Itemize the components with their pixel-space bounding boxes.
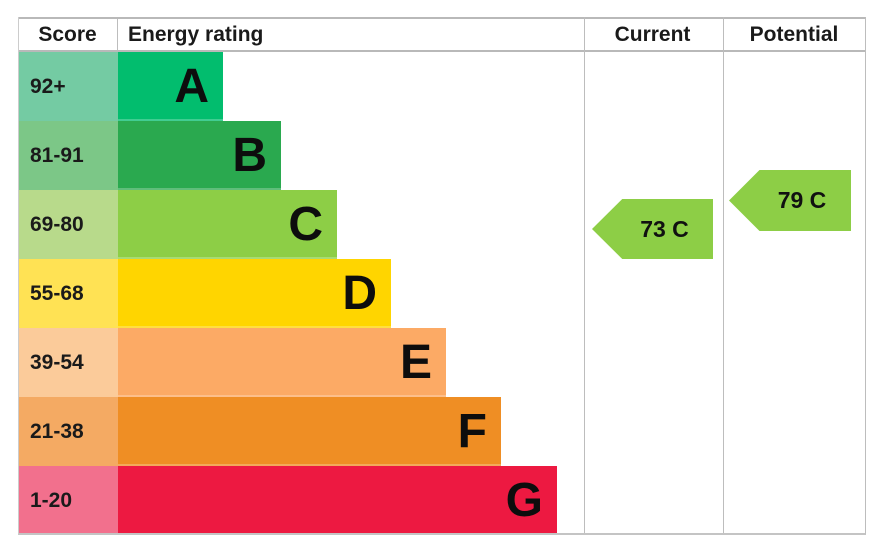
- rating-bar: G: [118, 466, 557, 535]
- band-row-b: 81-91 B: [18, 121, 866, 190]
- rating-bar: F: [118, 397, 501, 466]
- rating-letter: B: [232, 128, 267, 182]
- potential-rating-arrow: 79 C: [729, 170, 851, 231]
- score-cell: 69-80: [18, 190, 118, 259]
- band-row-c: 69-80 C: [18, 190, 866, 259]
- rating-bar: C: [118, 190, 337, 259]
- rating-letter: A: [174, 59, 209, 113]
- rating-letter: C: [288, 197, 323, 251]
- score-cell: 39-54: [18, 328, 118, 397]
- current-rating-arrow: 73 C: [592, 199, 713, 259]
- current-rating-label: 73 C: [640, 215, 689, 242]
- score-cell: 92+: [18, 52, 118, 121]
- potential-rating-label: 79 C: [777, 187, 827, 213]
- potential-column-header: Potential: [749, 22, 839, 46]
- rating-letter: E: [399, 335, 432, 389]
- score-cell: 81-91: [18, 121, 118, 190]
- rating-bar: D: [118, 259, 391, 328]
- energy-rating-column-header: Energy rating: [128, 22, 264, 46]
- score-cell: 1-20: [18, 466, 118, 535]
- table-header: Score Energy rating Current Potential: [18, 17, 866, 52]
- band-row-a: 92+ A: [18, 52, 866, 121]
- rating-bar: A: [118, 52, 223, 121]
- rating-letter: D: [342, 266, 377, 320]
- score-cell: 55-68: [18, 259, 118, 328]
- rating-letter: G: [505, 473, 543, 527]
- band-row-d: 55-68 D: [18, 259, 866, 328]
- score-column-header: Score: [18, 19, 118, 50]
- rating-bands: 92+ A 81-91 B 69-80 C 55-68 D 39-54: [18, 52, 866, 535]
- band-row-f: 21-38 F: [18, 397, 866, 466]
- band-row-g: 1-20 G: [18, 466, 866, 535]
- rating-bar: B: [118, 121, 281, 190]
- rating-bar: E: [118, 328, 446, 397]
- score-cell: 21-38: [18, 397, 118, 466]
- rating-letter: F: [457, 404, 487, 458]
- current-column-header: Current: [614, 22, 691, 46]
- band-row-e: 39-54 E: [18, 328, 866, 397]
